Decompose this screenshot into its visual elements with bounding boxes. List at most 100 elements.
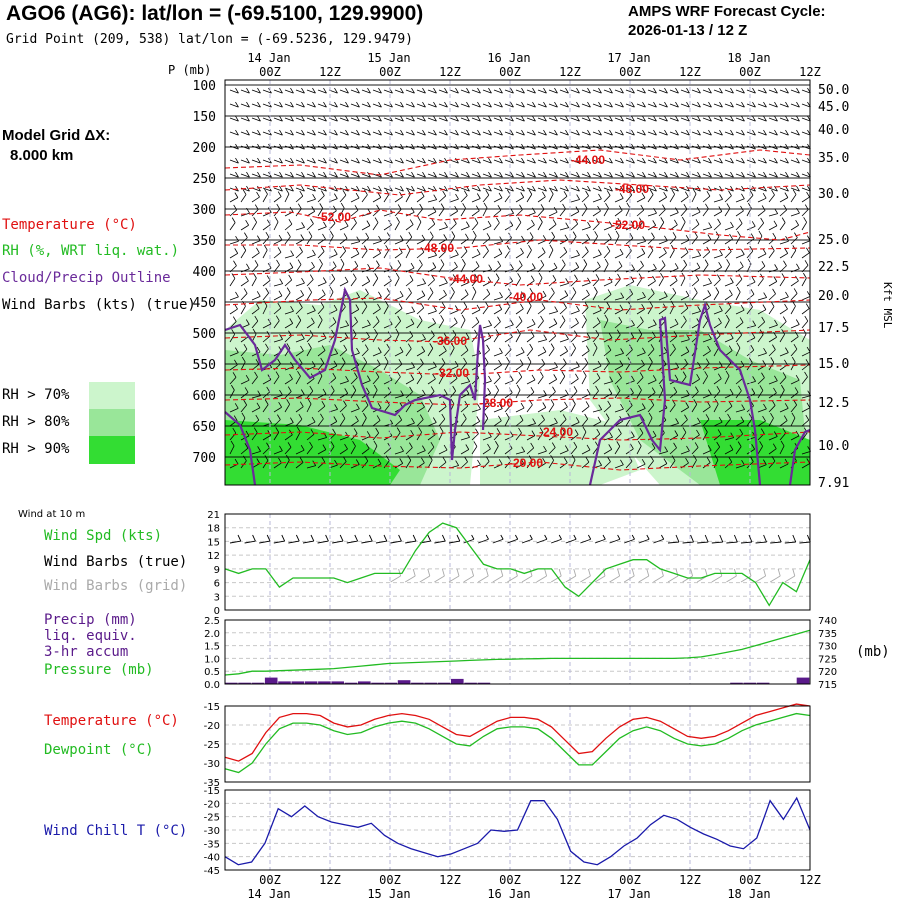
wind-chill-line [224,796,811,866]
wind-barb [592,347,598,357]
wind-barb [537,462,546,469]
wind-barb-flag [774,185,778,192]
wind-barb [526,323,536,329]
wind-barb-flag [674,374,679,380]
wind-barb-flag [334,115,338,122]
wind-barb-flag [290,87,294,94]
wind-barb [295,462,304,469]
wind-barb-flag [664,446,668,452]
wind-barb [295,363,303,371]
grid-wind-barb [565,575,577,583]
wind-barb-flag [674,263,679,269]
wind-barb-flag [641,304,645,310]
wind-barb-flag [298,358,303,364]
wind-barb-flag [400,446,404,452]
wind-barb-flag [686,101,690,108]
wind-barb [504,324,514,329]
wind-barb-flag [542,235,547,241]
wind-barb [383,194,390,203]
wind-barb [757,297,767,301]
wind-barb [559,145,569,150]
wind-barb [416,432,422,441]
wind-barb-flag [395,272,400,279]
wind-barb [614,131,624,136]
wind-barb [724,264,730,273]
wind-barb [757,377,765,385]
wind-barb [746,281,756,287]
wind-barb-flag [312,157,316,164]
wind-barb [735,131,745,136]
wind-barb-flag [235,157,239,164]
wind-barb [603,381,613,385]
wind-barb [669,173,679,178]
wind-barb [735,347,741,357]
wind-barb-flag [475,428,479,434]
wind-barb [603,263,609,273]
wind-barb [735,421,745,427]
wind-barb-flag [741,129,745,136]
wind-barb [471,103,481,108]
wind-barb [460,89,470,94]
wind-barb [240,417,246,427]
wind-barb-flag [356,185,360,192]
windchill-panel-tick-label: -40 [204,853,220,864]
wind-barb-flag [708,115,712,122]
precip-bar [278,681,291,684]
wind-barb [768,448,777,455]
surface-wind-barb-flag [690,534,694,543]
wind-barb-flag [443,389,448,395]
wind-barb-flag [697,306,701,312]
wind-barb [504,89,514,94]
wind-barb-flag [793,399,798,406]
wind-barb-flag [682,427,687,433]
surface-wind-barb-flag [310,534,315,542]
wind-barb [416,295,426,301]
wind-barb-flag [442,246,446,252]
wind-barb-flag [681,216,686,223]
wind-barb-flag [762,192,767,199]
wind-barb-flag [774,129,778,136]
wind-barb [559,320,566,329]
wind-barb [273,145,283,150]
wind-barb [460,131,470,136]
wind-barb-flag [519,359,524,365]
wind-barb-flag [279,278,284,284]
wind-barb-flag [650,399,655,406]
wind-barb [416,117,426,122]
grid-wind-barb [477,575,489,583]
wind-barb-flag [530,275,535,281]
wind-barb-flag [364,455,369,462]
wind-barb [515,376,523,385]
wind-barb-flag [563,191,568,197]
wind-barb [339,194,347,203]
wind-barb-flag [697,417,701,423]
wind-barb-flag [312,171,316,178]
wind-barb [273,264,280,273]
wind-barb-flag [290,115,294,122]
wind-barb-flag [796,157,800,164]
wind-barb-flag [551,442,556,448]
wind-barb-flag [714,454,719,461]
wind-barb-flag [234,359,238,366]
wind-barb-flag [400,129,404,136]
wind-barb-flag [715,287,720,293]
grid-wind-barb [682,575,693,583]
wind-barb [559,208,566,217]
pressure-tick-label: 100 [193,79,216,94]
grid-wind-barb-flag [500,568,504,577]
wind-barb [559,338,569,343]
wind-barb [647,293,655,301]
wind-barb [801,103,811,108]
wind-barb-flag [762,415,766,422]
wind-barb-flag [517,273,521,279]
wind-barb-flag [652,375,657,381]
wind-barb [240,173,250,178]
wind-barb-flag [641,192,646,198]
wind-barb-flag [618,428,622,434]
wind-barb [438,264,445,273]
wind-barb [614,173,624,178]
wind-barb-flag [576,171,580,178]
wind-barb-flag [487,388,491,394]
wind-barb-flag [660,217,665,223]
wind-barb [537,187,547,192]
